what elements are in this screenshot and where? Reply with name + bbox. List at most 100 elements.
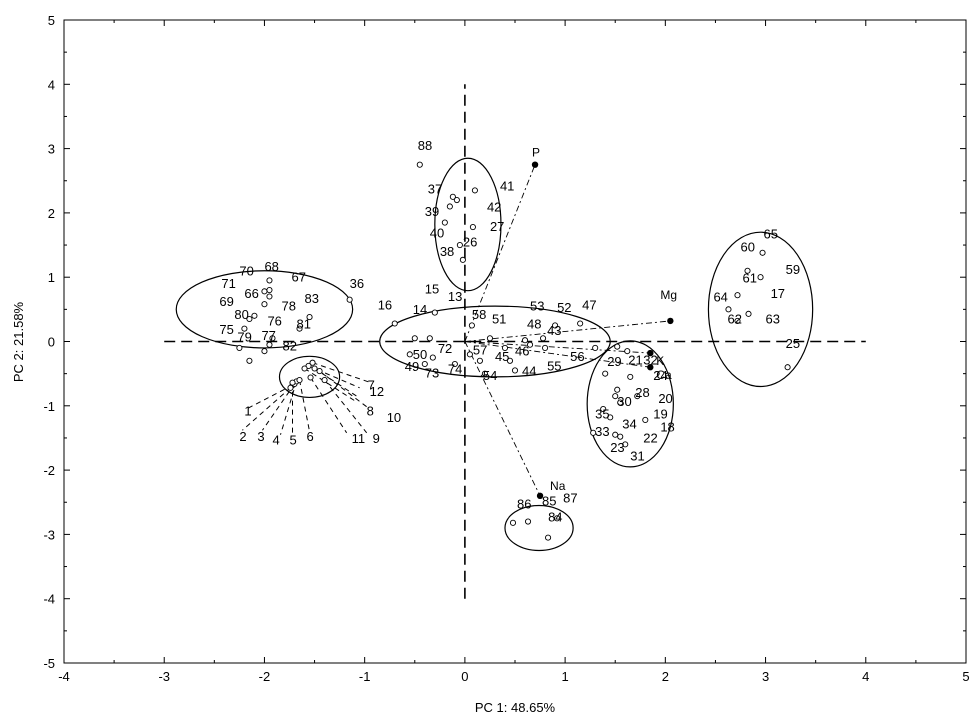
- observation-point: [784, 364, 791, 371]
- observation-label-5: 5: [290, 432, 297, 447]
- x-axis: -4 -3 -2 -1 0 1 2 3 4 5: [58, 20, 970, 684]
- observation-label-61: 61: [743, 270, 757, 285]
- observation-point: [614, 343, 621, 350]
- observation-label-68: 68: [264, 259, 278, 274]
- observation-label-20: 20: [658, 391, 672, 406]
- observation-label-11: 11: [352, 431, 366, 446]
- observation-point: [592, 344, 599, 351]
- observation-label-53: 53: [530, 299, 544, 314]
- observation-point: [421, 360, 428, 368]
- observation-label-54: 54: [483, 368, 497, 383]
- y-tick-label: -5: [43, 656, 55, 671]
- observation-label-44: 44: [522, 364, 536, 379]
- observation-point: [634, 393, 641, 400]
- observation-label-79: 79: [237, 330, 251, 345]
- observation-label-46: 46: [515, 344, 529, 359]
- observation-label-66: 66: [244, 286, 258, 301]
- observation-label-30: 30: [617, 394, 631, 409]
- observation-point: [506, 357, 514, 364]
- observation-point: [241, 325, 248, 332]
- x-tick-label: 2: [662, 669, 669, 684]
- observation-label-31: 31: [630, 448, 644, 463]
- variable-label-ca: Ca: [656, 368, 672, 382]
- observation-point: [600, 405, 607, 413]
- observation-point: [287, 384, 294, 391]
- observation-label-21: 21: [628, 353, 642, 368]
- observation-point: [617, 399, 624, 406]
- cluster-ellipses: [175, 157, 814, 552]
- observation-point: [602, 370, 609, 377]
- observation-point: [542, 344, 549, 351]
- observation-point: [612, 393, 619, 400]
- variable-labels: P Mg KCa Na: [532, 146, 677, 493]
- observation-point: [441, 219, 448, 226]
- observation-point: [554, 515, 561, 522]
- observation-label-2: 2: [239, 429, 246, 444]
- variable-label-na: Na: [550, 479, 566, 493]
- observation-point: [642, 416, 649, 423]
- x-tick-label: 1: [561, 669, 568, 684]
- y-tick-label: 3: [48, 142, 55, 157]
- observation-label-50: 50: [413, 347, 427, 362]
- observation-point: [316, 368, 323, 375]
- variable-points: [531, 161, 674, 500]
- observation-label-64: 64: [713, 290, 727, 305]
- observation-point: [446, 203, 453, 210]
- cluster-ellipse-6: [278, 355, 341, 399]
- observation-point: [429, 354, 436, 361]
- observation-label-72: 72: [438, 341, 452, 356]
- x-tick-label: -2: [259, 669, 271, 684]
- observation-point: [456, 241, 463, 249]
- observation-point: [501, 344, 509, 351]
- vector-ca: [464, 341, 651, 368]
- observation-label-83: 83: [305, 291, 319, 306]
- variable-point-k: [647, 349, 654, 357]
- observation-label-56: 56: [570, 349, 584, 364]
- observation-label-57: 57: [473, 342, 487, 357]
- observation-point: [509, 519, 517, 526]
- observation-point: [266, 287, 273, 294]
- observation-label-16: 16: [378, 297, 392, 312]
- y-tick-label: -2: [43, 463, 55, 478]
- observation-label-48: 48: [527, 317, 541, 332]
- observation-label-18: 18: [660, 420, 674, 435]
- variable-label-mg: Mg: [660, 288, 677, 302]
- leader-line: [262, 383, 295, 431]
- cluster-ellipse-5: [707, 231, 814, 388]
- observation-point: [725, 306, 732, 313]
- observation-point: [459, 256, 466, 263]
- observation-label-33: 33: [595, 424, 609, 439]
- observation-label-45: 45: [495, 349, 509, 364]
- observation-label-13: 13: [448, 289, 462, 304]
- observation-point: [449, 193, 456, 200]
- observation-point: [486, 335, 493, 342]
- observation-point: [521, 337, 529, 344]
- y-tick-label: 5: [48, 13, 55, 28]
- x-tick-label: 5: [962, 669, 969, 684]
- observation-point: [251, 312, 258, 319]
- y-tick-label: 2: [48, 206, 55, 221]
- x-tick-label: -4: [58, 669, 70, 684]
- observation-point: [269, 335, 276, 342]
- observation-label-14: 14: [413, 302, 427, 317]
- cluster-ellipse-2: [175, 270, 354, 349]
- leader-line: [319, 370, 370, 410]
- observation-point: [552, 322, 559, 329]
- observation-point: [466, 351, 473, 358]
- observation-point: [540, 335, 547, 342]
- observation-label-25: 25: [786, 336, 800, 351]
- x-tick-label: 0: [461, 669, 468, 684]
- observation-point: [306, 314, 313, 321]
- observation-point: [624, 348, 631, 355]
- observation-point: [612, 431, 619, 438]
- cluster-ellipse-7: [504, 504, 574, 552]
- observation-label-22: 22: [643, 430, 657, 445]
- observation-point: [346, 296, 353, 303]
- observation-label-70: 70: [239, 263, 253, 278]
- y-tick-label: 1: [48, 270, 55, 285]
- observation-label-40: 40: [430, 225, 444, 240]
- observation-label-77: 77: [261, 328, 275, 343]
- observation-label-65: 65: [764, 227, 778, 242]
